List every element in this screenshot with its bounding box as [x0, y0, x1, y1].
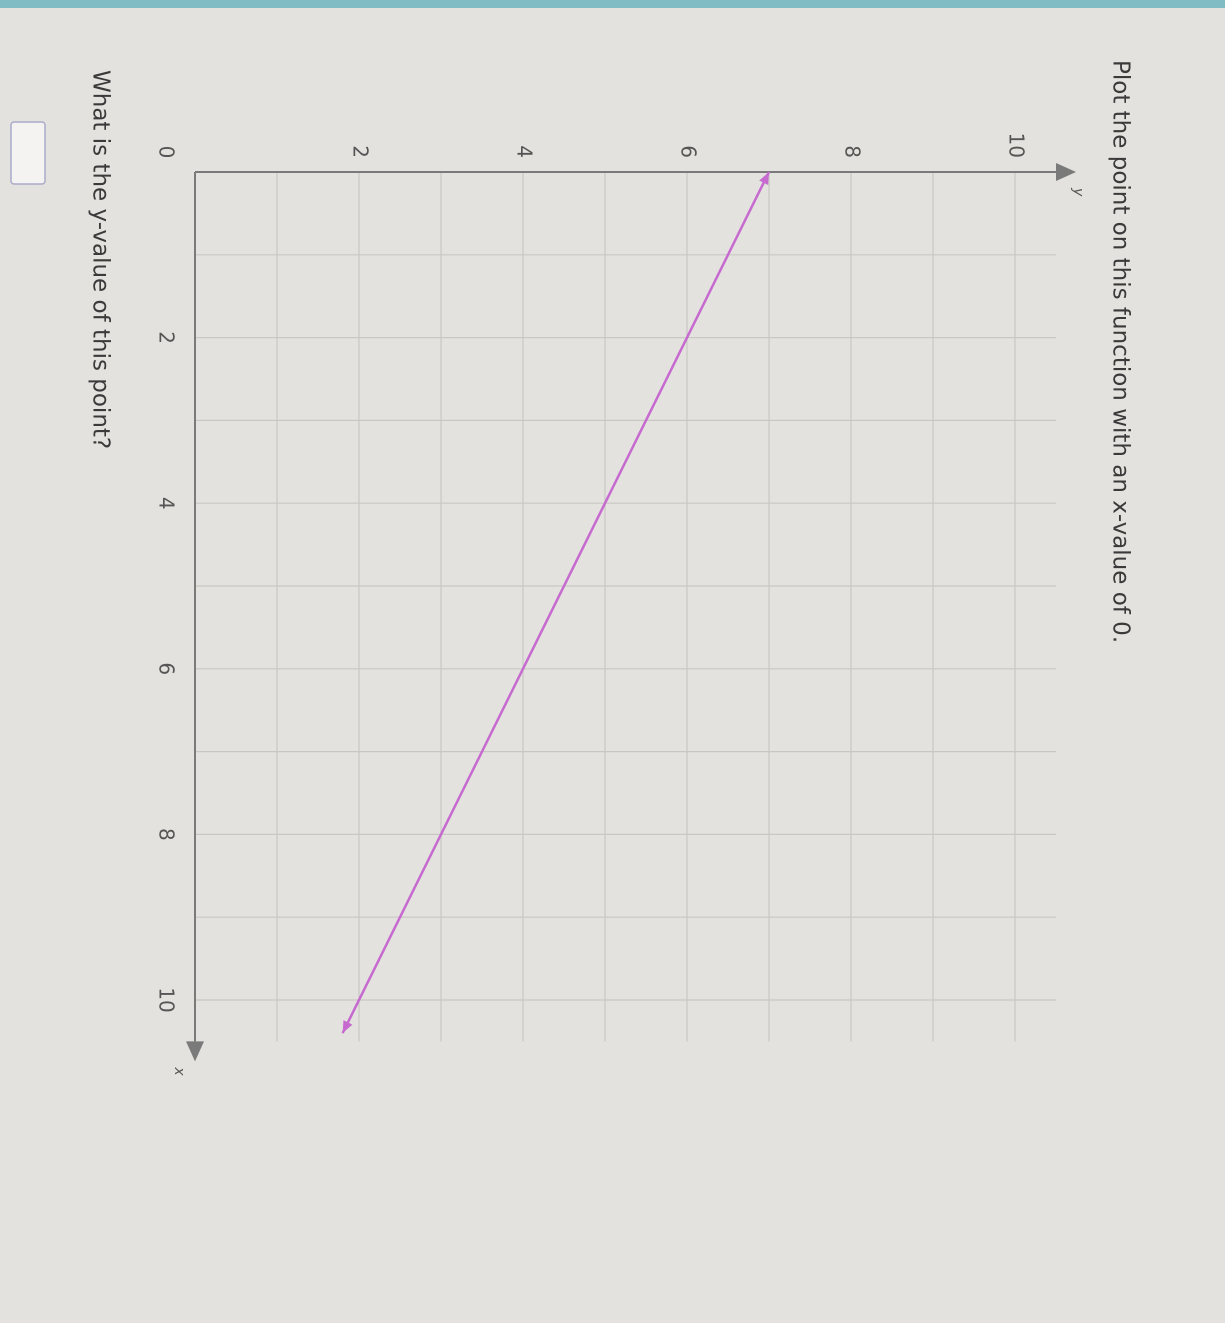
x-tick-label: 8 — [155, 828, 179, 841]
y-tick-label: 8 — [841, 145, 865, 158]
line-arrow — [342, 1020, 353, 1034]
x-tick-label: 0 — [155, 146, 179, 159]
y-axis-arrow — [1056, 163, 1076, 181]
answer-input[interactable] — [10, 121, 46, 185]
y-axis-label: y — [1070, 187, 1086, 197]
x-axis-label: x — [171, 1066, 187, 1076]
x-tick-label: 6 — [155, 662, 179, 675]
y-tick-label: 10 — [1005, 133, 1029, 158]
x-tick-label: 2 — [155, 331, 179, 344]
answer-prompt: What is the y-value of this point? — [88, 70, 114, 449]
y-tick-label: 2 — [349, 145, 373, 158]
x-tick-label: 4 — [155, 497, 179, 510]
y-tick-label: 6 — [677, 145, 701, 158]
top-bar — [0, 0, 1225, 8]
function-line — [341, 171, 771, 1034]
line-arrow — [759, 172, 769, 185]
question-text: Plot the point on this function with an … — [1108, 60, 1134, 643]
y-tick-label: 4 — [513, 145, 537, 158]
x-axis-arrow — [186, 1041, 204, 1062]
x-tick-label: 10 — [155, 987, 179, 1012]
